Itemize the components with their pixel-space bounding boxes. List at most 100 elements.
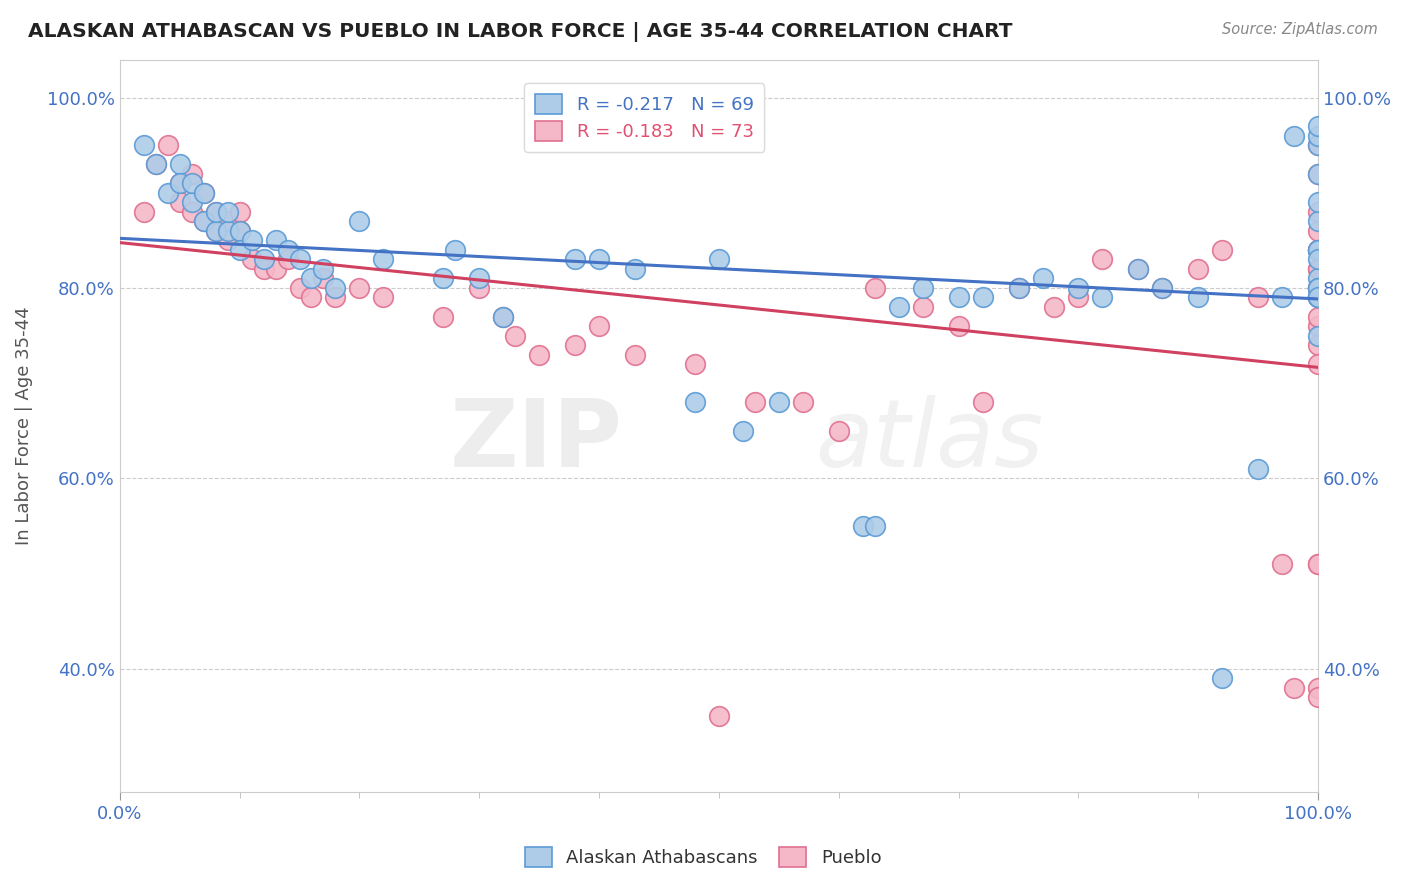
Point	[731, 424, 754, 438]
Point	[768, 395, 790, 409]
Point	[1308, 291, 1330, 305]
Point	[683, 395, 706, 409]
Point	[204, 224, 226, 238]
Point	[132, 204, 155, 219]
Point	[707, 252, 730, 267]
Point	[468, 281, 491, 295]
Point	[252, 262, 274, 277]
Point	[264, 233, 287, 247]
Point	[432, 310, 454, 324]
Point	[276, 252, 298, 267]
Point	[972, 395, 994, 409]
Point	[193, 186, 215, 200]
Point	[863, 519, 886, 533]
Point	[1282, 128, 1305, 143]
Point	[1308, 167, 1330, 181]
Point	[1308, 262, 1330, 277]
Point	[1152, 281, 1174, 295]
Text: Source: ZipAtlas.com: Source: ZipAtlas.com	[1222, 22, 1378, 37]
Point	[492, 310, 515, 324]
Point	[1128, 262, 1150, 277]
Point	[948, 291, 970, 305]
Point	[1308, 138, 1330, 153]
Point	[1308, 281, 1330, 295]
Point	[1308, 119, 1330, 133]
Y-axis label: In Labor Force | Age 35-44: In Labor Force | Age 35-44	[15, 307, 32, 545]
Point	[217, 233, 239, 247]
Point	[828, 424, 851, 438]
Point	[349, 214, 371, 228]
Legend: Alaskan Athabascans, Pueblo: Alaskan Athabascans, Pueblo	[517, 839, 889, 874]
Point	[1308, 262, 1330, 277]
Point	[863, 281, 886, 295]
Point	[325, 281, 347, 295]
Point	[228, 224, 250, 238]
Point	[180, 204, 202, 219]
Point	[349, 281, 371, 295]
Point	[204, 204, 226, 219]
Point	[1308, 243, 1330, 257]
Point	[1128, 262, 1150, 277]
Text: atlas: atlas	[815, 395, 1043, 486]
Point	[1211, 243, 1233, 257]
Point	[564, 338, 586, 352]
Point	[145, 157, 167, 171]
Point	[444, 243, 467, 257]
Point	[288, 281, 311, 295]
Point	[948, 319, 970, 334]
Point	[1031, 271, 1053, 285]
Point	[911, 281, 934, 295]
Point	[683, 357, 706, 371]
Point	[204, 204, 226, 219]
Point	[468, 271, 491, 285]
Point	[432, 271, 454, 285]
Point	[1282, 681, 1305, 695]
Point	[228, 204, 250, 219]
Point	[1308, 138, 1330, 153]
Point	[1152, 281, 1174, 295]
Point	[1308, 291, 1330, 305]
Point	[1067, 291, 1090, 305]
Point	[145, 157, 167, 171]
Point	[1091, 291, 1114, 305]
Point	[217, 204, 239, 219]
Point	[1091, 252, 1114, 267]
Point	[1308, 195, 1330, 210]
Point	[1007, 281, 1029, 295]
Point	[911, 300, 934, 314]
Point	[1308, 243, 1330, 257]
Point	[217, 214, 239, 228]
Point	[564, 252, 586, 267]
Point	[169, 157, 191, 171]
Text: ZIP: ZIP	[450, 394, 623, 487]
Point	[503, 328, 526, 343]
Point	[588, 319, 610, 334]
Point	[1308, 281, 1330, 295]
Point	[1308, 243, 1330, 257]
Point	[180, 176, 202, 190]
Point	[156, 186, 179, 200]
Point	[217, 224, 239, 238]
Point	[373, 252, 395, 267]
Point	[1308, 252, 1330, 267]
Point	[492, 310, 515, 324]
Point	[852, 519, 875, 533]
Point	[1308, 310, 1330, 324]
Point	[240, 252, 263, 267]
Point	[312, 262, 335, 277]
Point	[301, 271, 323, 285]
Point	[1308, 128, 1330, 143]
Point	[1308, 214, 1330, 228]
Point	[1308, 357, 1330, 371]
Point	[1308, 319, 1330, 334]
Point	[193, 186, 215, 200]
Point	[1308, 557, 1330, 571]
Point	[1187, 262, 1209, 277]
Point	[373, 291, 395, 305]
Point	[887, 300, 910, 314]
Point	[288, 252, 311, 267]
Point	[1271, 291, 1294, 305]
Point	[1308, 281, 1330, 295]
Point	[193, 214, 215, 228]
Point	[1308, 243, 1330, 257]
